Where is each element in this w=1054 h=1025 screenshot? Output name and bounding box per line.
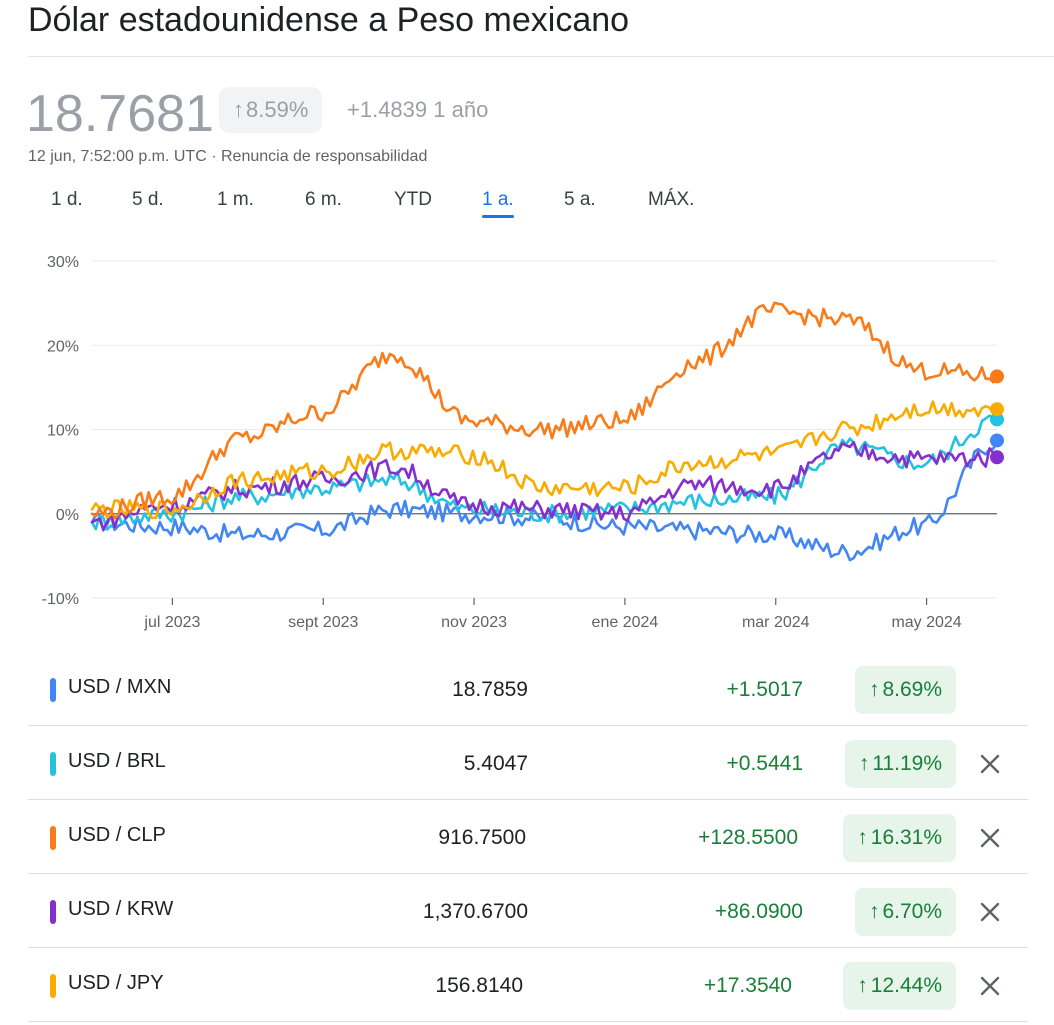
currency-pair: USD / KRW [68, 898, 174, 920]
remove-comparison-button[interactable] [976, 972, 1004, 1000]
table-row[interactable]: USD / KRW 1,370.6700 +86.0900 ↑ 6.70% [28, 874, 1028, 948]
disclaimer-link[interactable]: Renuncia de responsabilidad [220, 148, 428, 165]
rate-value: 18.7859 [452, 678, 528, 701]
remove-comparison-button[interactable] [976, 898, 1004, 926]
rate-value: 916.7500 [438, 826, 526, 849]
table-row[interactable]: USD / CLP 916.7500 +128.5500 ↑ 16.31% [28, 800, 1028, 874]
y-tick-label: -10% [42, 591, 79, 608]
tab-max[interactable]: MÁX. [648, 189, 695, 210]
arrow-up-icon: ↑ [857, 974, 868, 997]
rate-change-percent: 6.70% [882, 900, 942, 923]
rate-change-percent-badge: ↑ 11.19% [844, 740, 956, 788]
y-tick-label: 30% [47, 254, 79, 271]
rate-change-percent-badge: ↑ 6.70% [854, 888, 956, 936]
series-color-swatch [50, 974, 56, 998]
series-color-swatch [50, 678, 56, 702]
rate-value: 1,370.6700 [422, 900, 528, 923]
arrow-up-icon: ↑ [868, 900, 880, 923]
change-period: 1 año [433, 97, 489, 122]
series-end-point [990, 369, 1004, 384]
tab-ytd[interactable]: YTD [394, 189, 432, 210]
rate-change-percent-badge: ↑ 8.69% [854, 666, 956, 714]
current-price: 18.7681 [26, 85, 214, 143]
rate-value: 156.8140 [435, 974, 523, 997]
arrow-up-icon: ↑ [857, 826, 868, 849]
currency-pair: USD / BRL [68, 750, 166, 772]
rate-change-percent: 12.44% [870, 974, 942, 997]
rate-change: +128.5500 [698, 826, 798, 849]
rate-change: +1.5017 [726, 678, 804, 701]
comparison-table: USD / MXN 18.7859 +1.5017 ↑ 8.69% USD / B… [28, 652, 1028, 1022]
rate-change-percent: 11.19% [872, 752, 942, 775]
x-tick-label: may 2024 [891, 614, 961, 631]
rate-change: +86.0900 [714, 900, 803, 923]
range-tabs: 1 d. 5 d. 1 m. 6 m. YTD 1 a. 5 a. MÁX. [0, 186, 760, 222]
table-row[interactable]: USD / MXN 18.7859 +1.5017 ↑ 8.69% [28, 652, 1028, 726]
remove-comparison-button[interactable] [976, 824, 1004, 852]
meta-separator: · [206, 148, 221, 165]
y-tick-label: 0% [56, 507, 79, 524]
rate-change-percent: 8.69% [882, 678, 942, 701]
tab-5y[interactable]: 5 a. [564, 189, 596, 210]
rate-change-percent: 16.31% [870, 826, 942, 849]
series-end-point [990, 412, 1004, 427]
series-color-swatch [50, 900, 56, 924]
currency-pair: USD / MXN [68, 676, 172, 698]
series-color-swatch [50, 826, 56, 850]
currency-pair: USD / CLP [68, 824, 166, 846]
table-row[interactable]: USD / BRL 5.4047 +0.5441 ↑ 11.19% [28, 726, 1028, 800]
y-tick-label: 20% [47, 338, 79, 355]
x-tick-label: sept 2023 [288, 614, 358, 631]
change-percent-badge: ↑ 8.59% [219, 87, 323, 133]
comparison-line-chart[interactable]: 30% 20% 10% 0% -10% jul 2023 sept 2023 nov 2023… [0, 245, 1054, 645]
y-tick-label: 10% [47, 423, 79, 440]
close-icon [980, 902, 1000, 922]
tab-1m[interactable]: 1 m. [217, 189, 254, 210]
tab-1y[interactable]: 1 a. [482, 186, 514, 218]
tab-1d[interactable]: 1 d. [51, 189, 83, 210]
x-tick-label: jul 2023 [143, 614, 200, 631]
close-icon [980, 754, 1000, 774]
change-absolute: +1.4839 [347, 97, 428, 122]
page-title: Dólar estadounidense a Peso mexicano [28, 1, 630, 39]
table-row[interactable]: USD / JPY 156.8140 +17.3540 ↑ 12.44% [28, 948, 1028, 1022]
rate-change: +17.3540 [703, 974, 792, 997]
arrow-up-icon: ↑ [858, 752, 870, 775]
series-line [90, 441, 999, 531]
tab-5d[interactable]: 5 d. [132, 189, 164, 210]
x-tick-label: mar 2024 [742, 614, 810, 631]
rate-change-percent-badge: ↑ 12.44% [843, 962, 956, 1010]
series-line [90, 400, 999, 520]
change-percent: 8.59% [246, 97, 309, 122]
close-icon [980, 828, 1000, 848]
timestamp: 12 jun, 7:52:00 p.m. UTC [28, 148, 207, 165]
rate-value: 5.4047 [463, 752, 528, 775]
arrow-up-icon: ↑ [233, 97, 244, 122]
currency-pair: USD / JPY [68, 972, 164, 994]
change-summary: +1.4839 1 año [347, 97, 488, 123]
rate-change-percent-badge: ↑ 16.31% [843, 814, 956, 862]
close-icon [980, 976, 1000, 996]
x-tick-label: ene 2024 [592, 614, 659, 631]
series-line [90, 301, 999, 520]
series-end-point [990, 450, 1004, 465]
series-end-point [990, 402, 1004, 417]
divider [28, 56, 1054, 57]
series-color-swatch [50, 752, 56, 776]
tab-6m[interactable]: 6 m. [305, 189, 342, 210]
timestamp-line: 12 jun, 7:52:00 p.m. UTC · Renuncia de r… [28, 148, 427, 166]
arrow-up-icon: ↑ [868, 678, 880, 701]
series-end-point [990, 433, 1004, 448]
x-tick-label: nov 2023 [441, 614, 507, 631]
rate-change: +0.5441 [726, 752, 804, 775]
remove-comparison-button[interactable] [976, 750, 1004, 778]
